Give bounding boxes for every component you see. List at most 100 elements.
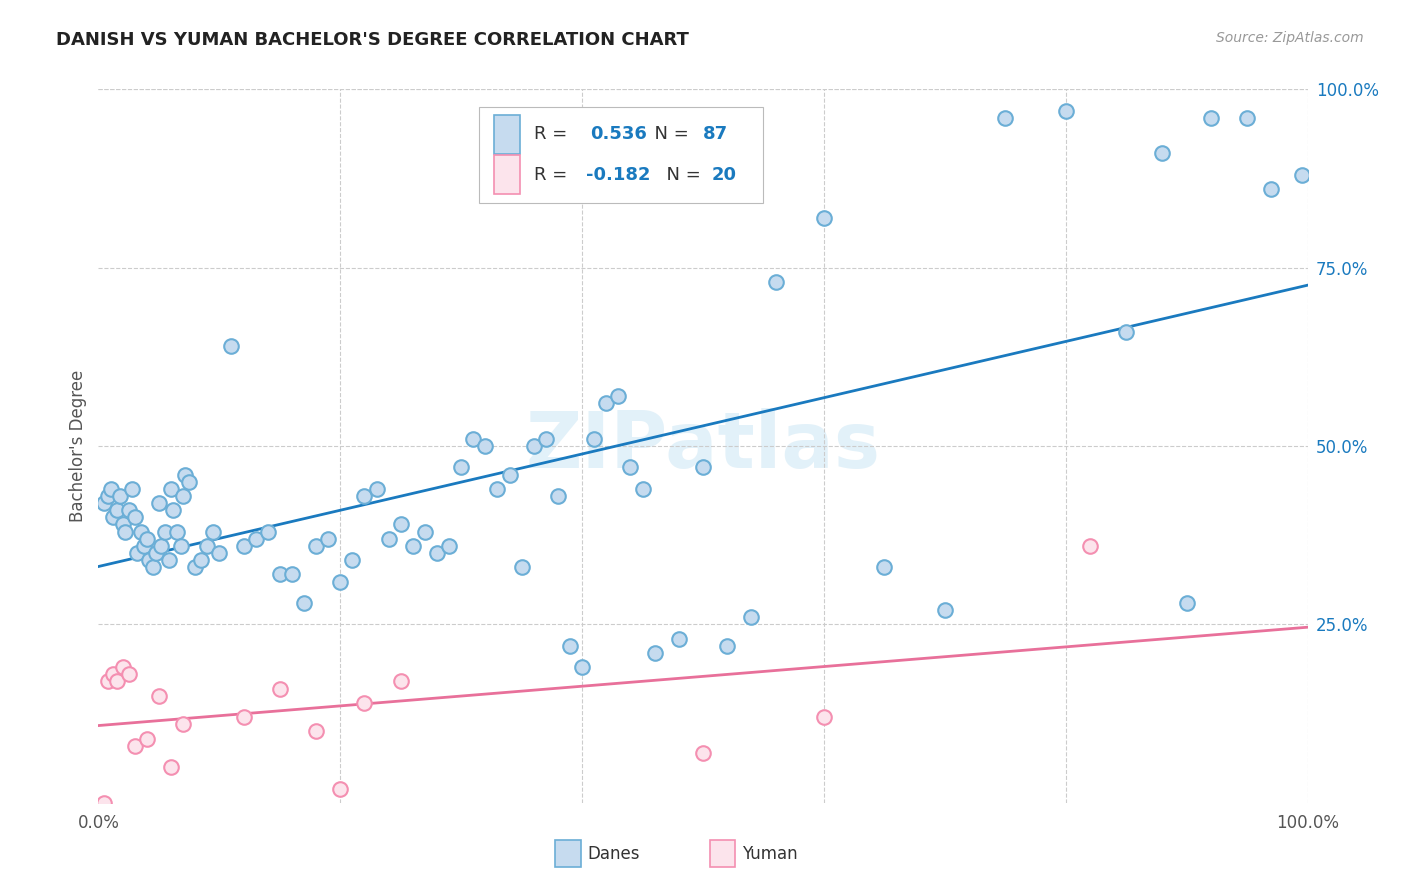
Point xyxy=(389,517,412,532)
Point xyxy=(101,510,124,524)
Point xyxy=(342,553,364,567)
Point xyxy=(111,517,134,532)
Point xyxy=(281,567,304,582)
Point xyxy=(127,546,149,560)
Point xyxy=(463,432,485,446)
Point xyxy=(523,439,546,453)
Point xyxy=(329,781,352,796)
Point xyxy=(184,560,207,574)
Point xyxy=(111,660,134,674)
Point xyxy=(353,696,375,710)
Point xyxy=(595,396,617,410)
Point xyxy=(813,710,835,724)
Point xyxy=(162,503,184,517)
Point xyxy=(172,717,194,731)
Point xyxy=(740,610,762,624)
Point xyxy=(138,553,160,567)
Bar xyxy=(494,114,520,153)
Point xyxy=(450,460,472,475)
Text: R =: R = xyxy=(534,166,572,184)
Point xyxy=(316,532,339,546)
Text: 87: 87 xyxy=(703,125,728,143)
Point xyxy=(232,710,254,724)
Point xyxy=(101,667,124,681)
Bar xyxy=(494,155,520,194)
Text: 0.536: 0.536 xyxy=(591,125,647,143)
Text: N =: N = xyxy=(655,166,706,184)
Point xyxy=(108,489,131,503)
Point xyxy=(813,211,835,225)
Point xyxy=(1054,103,1077,118)
Point xyxy=(474,439,496,453)
Point xyxy=(135,731,157,746)
Point xyxy=(221,339,243,353)
Point xyxy=(389,674,412,689)
Point xyxy=(135,532,157,546)
Point xyxy=(1175,596,1198,610)
Point xyxy=(353,489,375,503)
Point xyxy=(142,560,165,574)
Point xyxy=(366,482,388,496)
Point xyxy=(534,432,557,446)
Point xyxy=(692,460,714,475)
Point xyxy=(305,539,328,553)
Point xyxy=(716,639,738,653)
Point xyxy=(668,632,690,646)
Text: Source: ZipAtlas.com: Source: ZipAtlas.com xyxy=(1216,31,1364,45)
Point xyxy=(202,524,225,539)
Point xyxy=(232,539,254,553)
Point xyxy=(558,639,581,653)
Point xyxy=(692,746,714,760)
Point xyxy=(118,667,141,681)
Point xyxy=(148,496,170,510)
Point xyxy=(166,524,188,539)
Point xyxy=(97,489,120,503)
Point xyxy=(402,539,425,553)
Point xyxy=(105,674,128,689)
Text: -0.182: -0.182 xyxy=(586,166,650,184)
Point xyxy=(157,553,180,567)
Point xyxy=(426,546,449,560)
Point xyxy=(765,275,787,289)
Point xyxy=(873,560,896,574)
Text: Danes: Danes xyxy=(588,845,640,863)
Point xyxy=(413,524,436,539)
Point xyxy=(93,796,115,810)
Point xyxy=(631,482,654,496)
Point xyxy=(97,674,120,689)
Point xyxy=(1236,111,1258,125)
Point xyxy=(172,489,194,503)
Point xyxy=(195,539,218,553)
Point xyxy=(256,524,278,539)
Point xyxy=(1115,325,1137,339)
Point xyxy=(174,467,197,482)
Point xyxy=(1260,182,1282,196)
Point xyxy=(93,496,115,510)
Point xyxy=(124,739,146,753)
Point xyxy=(619,460,641,475)
Point xyxy=(129,524,152,539)
Text: DANISH VS YUMAN BACHELOR'S DEGREE CORRELATION CHART: DANISH VS YUMAN BACHELOR'S DEGREE CORREL… xyxy=(56,31,689,49)
Point xyxy=(169,539,191,553)
Point xyxy=(1291,168,1313,182)
Point xyxy=(437,539,460,553)
Point xyxy=(245,532,267,546)
Point xyxy=(1199,111,1222,125)
Point xyxy=(179,475,201,489)
Point xyxy=(118,503,141,517)
Point xyxy=(377,532,399,546)
FancyBboxPatch shape xyxy=(479,107,763,203)
Text: R =: R = xyxy=(534,125,572,143)
Y-axis label: Bachelor's Degree: Bachelor's Degree xyxy=(69,370,87,522)
Text: N =: N = xyxy=(643,125,695,143)
Point xyxy=(145,546,167,560)
Point xyxy=(510,560,533,574)
Point xyxy=(305,724,328,739)
Point xyxy=(153,524,176,539)
Point xyxy=(1078,539,1101,553)
Point xyxy=(114,524,136,539)
Point xyxy=(100,482,122,496)
Point xyxy=(583,432,606,446)
Point xyxy=(190,553,212,567)
Point xyxy=(934,603,956,617)
